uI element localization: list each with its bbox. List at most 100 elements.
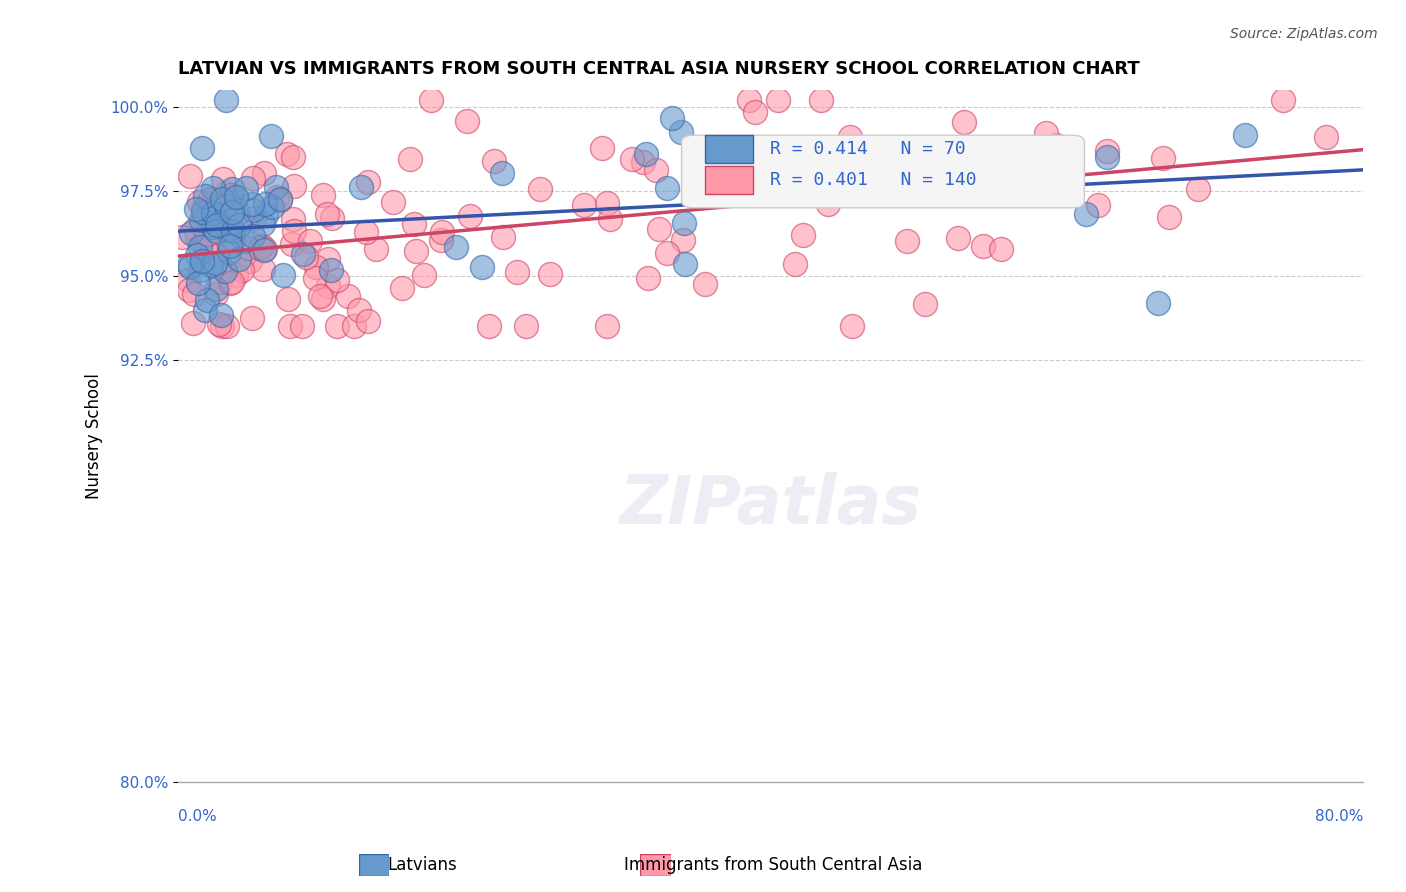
Point (221, 205, 243, 219)
Point (792, 228, 814, 243)
Point (176, 273, 198, 287)
Point (621, 152, 644, 166)
Point (304, 270, 326, 285)
Point (188, 195, 211, 210)
Point (851, 182, 873, 196)
Point (194, 242, 217, 256)
Point (243, 211, 266, 225)
Point (229, 213, 252, 227)
Point (205, 218, 228, 232)
Point (186, 247, 208, 261)
Point (228, 218, 250, 232)
Point (218, 276, 240, 290)
Point (181, 316, 204, 330)
Point (252, 218, 274, 232)
Point (1159, 210, 1181, 224)
Point (184, 202, 207, 217)
Point (1032, 175, 1054, 189)
Point (444, 239, 467, 253)
Point (810, 94, 832, 108)
Point (208, 275, 231, 289)
Point (492, 230, 515, 244)
Point (269, 193, 291, 207)
Point (319, 262, 342, 277)
Point (269, 192, 291, 206)
Point (595, 196, 617, 211)
Point (207, 250, 229, 264)
Point (195, 227, 218, 241)
Text: R = 0.401   N = 140: R = 0.401 N = 140 (770, 171, 977, 189)
Point (841, 177, 863, 191)
Point (242, 228, 264, 243)
Point (1146, 296, 1168, 310)
Point (172, 230, 194, 244)
Point (357, 175, 380, 189)
Point (399, 152, 422, 166)
Point (347, 302, 370, 317)
Point (266, 180, 288, 194)
Point (990, 242, 1012, 256)
Point (471, 260, 494, 275)
Point (191, 204, 214, 219)
Point (817, 197, 839, 211)
Point (281, 236, 304, 251)
FancyBboxPatch shape (706, 166, 752, 194)
Point (669, 125, 692, 139)
Point (283, 150, 305, 164)
Point (179, 169, 201, 184)
Point (693, 277, 716, 291)
Point (291, 247, 314, 261)
Point (1035, 126, 1057, 140)
Point (315, 207, 337, 221)
Point (631, 154, 654, 169)
Point (311, 292, 333, 306)
Point (249, 241, 271, 255)
Point (321, 211, 343, 225)
Point (208, 317, 231, 331)
Point (222, 232, 245, 246)
Point (221, 275, 243, 289)
Point (219, 187, 242, 202)
Point (458, 209, 481, 223)
Point (1007, 167, 1029, 181)
Y-axis label: Nursery School: Nursery School (86, 373, 103, 499)
Point (179, 260, 201, 275)
Point (186, 231, 208, 245)
Point (336, 289, 359, 303)
Point (202, 206, 225, 220)
Point (596, 319, 619, 334)
Point (953, 115, 976, 129)
Point (218, 244, 240, 259)
Point (187, 277, 209, 291)
Point (214, 264, 236, 278)
Point (326, 319, 349, 334)
Point (253, 197, 276, 211)
Text: Immigrants from South Central Asia: Immigrants from South Central Asia (624, 856, 922, 874)
Point (644, 162, 666, 177)
Point (946, 230, 969, 244)
Point (283, 212, 305, 227)
Point (221, 182, 243, 196)
Point (693, 183, 716, 197)
Text: 80.0%: 80.0% (1315, 809, 1362, 823)
Point (491, 166, 513, 180)
Point (312, 187, 335, 202)
Point (184, 222, 207, 236)
Point (276, 146, 298, 161)
Point (200, 192, 222, 206)
Point (205, 286, 228, 301)
Point (482, 154, 505, 169)
Point (190, 213, 212, 227)
Text: 0.0%: 0.0% (179, 809, 217, 823)
Point (242, 203, 264, 218)
Point (212, 171, 235, 186)
FancyBboxPatch shape (682, 136, 1084, 208)
Point (294, 250, 316, 264)
Point (898, 186, 921, 200)
Point (326, 273, 349, 287)
Text: R = 0.414   N = 70: R = 0.414 N = 70 (770, 140, 966, 158)
Point (420, 94, 443, 108)
Point (190, 141, 212, 155)
Point (202, 192, 225, 206)
Point (1087, 198, 1109, 212)
